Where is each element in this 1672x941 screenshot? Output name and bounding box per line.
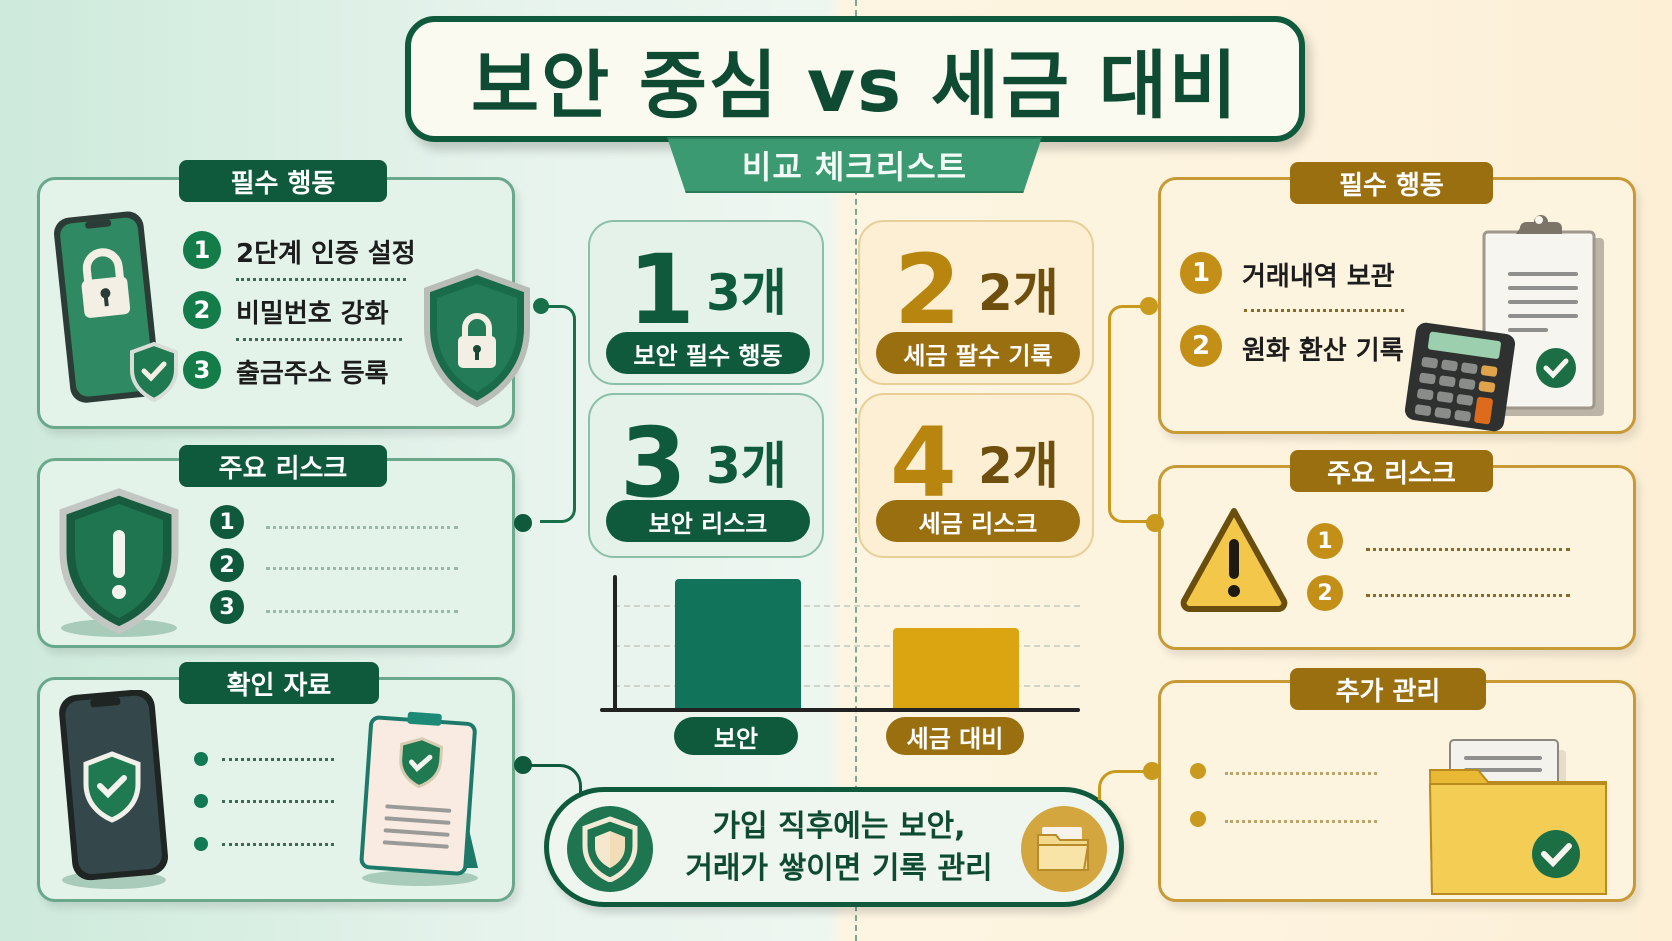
stat-card-tax-risks: 4 2개 세금 리스크 [858,393,1094,558]
tax-risk-badge-2: 2 [1307,575,1343,611]
connector-node [1143,762,1161,780]
stat-label: 세금 리스크 [876,500,1080,542]
security-action-1: 2단계 인증 설정 [236,239,416,269]
material-bullet-3 [194,837,208,851]
tax-actions-tag: 필수 행동 [1290,162,1493,204]
stat-card-security-actions: 1 3개 보안 필수 행동 [588,220,824,385]
stat-card-tax-records: 2 2개 세금 팔수 기록 [858,220,1094,385]
x-axis [600,708,1080,712]
summary-line-2: 거래가 쌓이면 기록 관리 [685,851,993,886]
tax-action-badge-1: 1 [1180,252,1222,294]
connector-node [1146,514,1164,532]
warning-triangle-icon [1178,505,1290,615]
security-risk-badge-1: 1 [210,505,244,539]
summary-callout: 가입 직후에는 보안, 거래가 쌓이면 기록 관리 [544,787,1124,907]
bar-label-security: 보안 [674,717,798,755]
stat-card-security-risks: 3 3개 보안 리스크 [588,393,824,558]
stat-number: 1 [628,234,695,346]
security-action-3: 출금주소 등록 [236,359,389,389]
summary-line-1: 가입 직후에는 보안, [712,809,966,844]
stat-count: 2개 [978,437,1059,495]
calculator-icon [1400,322,1520,432]
security-risk-3-placeholder [266,610,458,613]
folder-icon [1021,806,1107,892]
extra-management-tag: 추가 관리 [1290,668,1486,710]
stat-count: 3개 [706,437,787,495]
tax-action-1: 거래내역 보관 [1242,262,1395,292]
material-3-placeholder [222,843,334,846]
connector-node [533,298,549,314]
extra-bullet-2 [1190,811,1206,827]
subtitle: 비교 체크리스트 [741,148,968,186]
page-title: 보안 중심 vs 세금 대비 [471,42,1239,129]
document-shield-icon [350,708,485,888]
tax-risk-badge-1: 1 [1307,523,1343,559]
divider [236,338,402,341]
material-bullet-1 [194,752,208,766]
material-1-placeholder [222,758,334,761]
stat-number: 2 [894,234,961,346]
divider [236,278,406,281]
phone-shield-icon [52,689,172,890]
tax-risk-1-placeholder [1366,548,1570,551]
tax-risk-2-placeholder [1366,594,1570,597]
stat-label: 보안 리스크 [606,500,810,542]
security-action-badge-3: 3 [183,351,221,389]
gridline [614,685,1080,687]
security-risk-badge-3: 3 [210,590,244,624]
security-actions-tag: 필수 행동 [179,160,387,202]
security-action-badge-2: 2 [183,291,221,329]
security-risk-1-placeholder [266,526,458,529]
security-action-2: 비밀번호 강화 [236,299,389,329]
bar-tax [893,628,1019,710]
extra-2-placeholder [1225,820,1377,823]
stat-count: 2개 [978,264,1059,322]
material-bullet-2 [194,794,208,808]
extra-1-placeholder [1225,772,1377,775]
summary-text: 가입 직후에는 보안, 거래가 쌓이면 기록 관리 [659,806,1019,890]
stat-number: 4 [890,407,957,519]
bar-security [675,579,801,710]
bar-label-tax: 세금 대비 [886,717,1024,755]
divider [1244,309,1404,312]
title-banner: 보안 중심 vs 세금 대비 [405,16,1305,142]
stat-number: 3 [620,407,687,519]
tax-risks-tag: 주요 리스크 [1290,450,1493,492]
connector-line [1108,305,1148,523]
stat-label: 세금 팔수 기록 [876,332,1080,374]
shield-icon [567,806,653,892]
y-axis [613,575,617,711]
stat-label: 보안 필수 행동 [606,332,810,374]
subtitle-ribbon: 비교 체크리스트 [667,137,1042,193]
connector-line [540,305,576,523]
security-risk-badge-2: 2 [210,548,244,582]
tax-action-badge-2: 2 [1180,325,1222,367]
phone-lock-icon [48,208,178,408]
security-risk-2-placeholder [266,567,458,570]
shield-lock-icon [420,268,535,408]
shield-alert-icon [56,488,182,638]
tax-action-2: 원화 환산 기록 [1242,336,1404,366]
connector-node [514,514,532,532]
security-action-badge-1: 1 [183,231,221,269]
verification-materials-tag: 확인 자료 [179,662,379,704]
gridline [614,645,1080,647]
folder-check-icon [1428,728,1608,898]
center-divider [855,0,857,941]
stat-count: 3개 [706,264,787,322]
material-2-placeholder [222,800,334,803]
connector-line [1098,770,1150,800]
security-risks-tag: 주요 리스크 [179,445,387,487]
gridline [614,605,1080,607]
extra-bullet-1 [1190,763,1206,779]
connector-node [1140,297,1158,315]
comparison-bar-chart: 보안 세금 대비 [600,565,1080,765]
connector-node [514,756,532,774]
connector-line [522,764,582,804]
